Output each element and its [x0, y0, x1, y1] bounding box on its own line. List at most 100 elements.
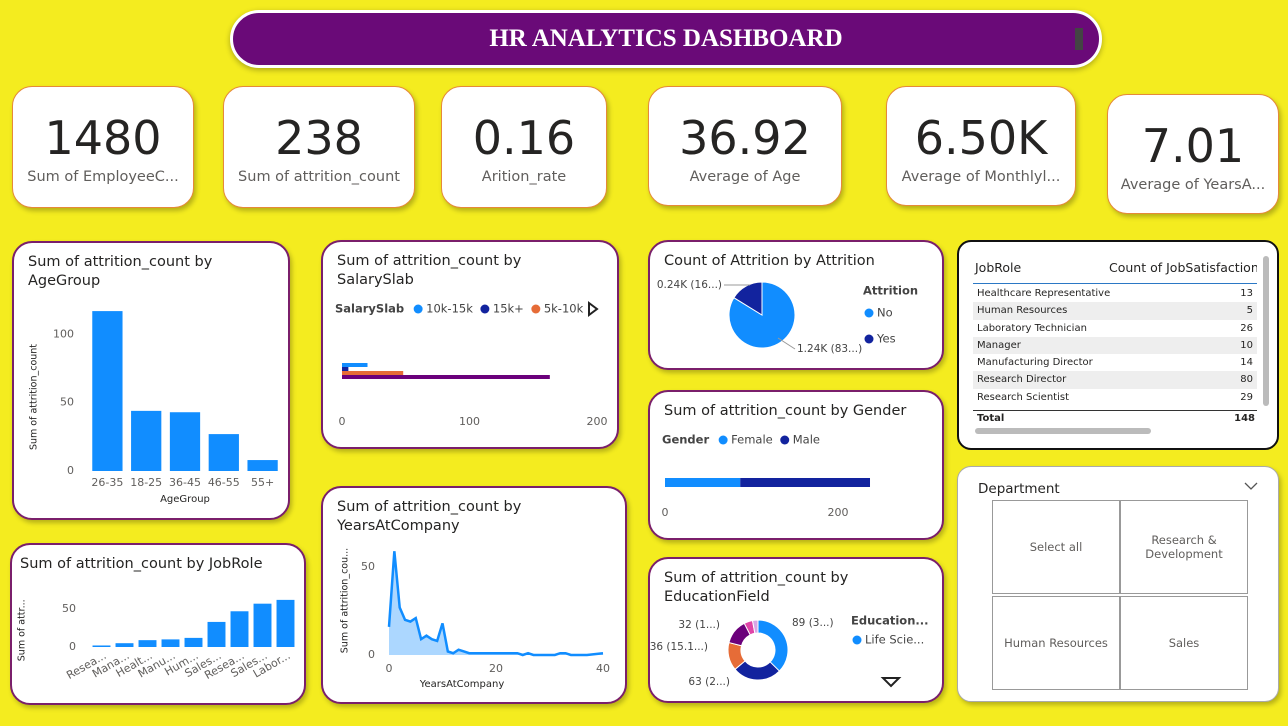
x-axis-title: AgeGroup [160, 494, 210, 505]
chart-title: Sum of attrition_count by SalarySlab [337, 253, 522, 288]
table-row: Manager 10 [973, 336, 1257, 355]
table-cell: 13 [1240, 288, 1253, 299]
total-value: 148 [1234, 413, 1255, 424]
chart-card: Count of Attrition by Attrition 1.24K (83… [648, 240, 944, 370]
table-cell: Laboratory Technician [977, 322, 1087, 334]
slicer-option[interactable]: Sales [1120, 596, 1248, 690]
kpi-card: 0.16 Arition_rate [441, 86, 607, 208]
legend-title: Attrition [863, 284, 918, 298]
legend-label: Male [793, 433, 820, 447]
chart-title: Sum of attrition_count by Gender [664, 403, 907, 419]
table-cell: Manufacturing Director [977, 357, 1093, 369]
chart: 89 (3...) 63 (2...) 36 (15.1...) 32 (1...) E… [650, 614, 929, 689]
chart-title: Sum of attrition_count by EducationField [664, 570, 849, 605]
table-cell: Human Resources [977, 305, 1068, 317]
total-label: Total [977, 413, 1005, 424]
x-tick-label: 200 [828, 506, 849, 519]
bar [184, 637, 203, 647]
legend-swatch [413, 304, 423, 314]
legend-swatch [531, 304, 541, 314]
x-tick-label: 0 [339, 415, 346, 428]
chart-title: Sum of attrition_count by AgeGroup [28, 254, 213, 289]
bar [253, 603, 272, 647]
bar-segment [665, 478, 741, 487]
table-cell: Manager [977, 339, 1021, 351]
x-tick-label: 0 [662, 506, 669, 519]
y-tick-label: 100 [53, 327, 74, 340]
bar-segment [740, 478, 871, 487]
table-cell: 14 [1240, 357, 1253, 369]
legend-title: SalarySlab [335, 302, 404, 316]
table-cell: Healthcare Representative [977, 288, 1111, 299]
slicer-chevron[interactable] [1244, 481, 1258, 491]
donut-slice [757, 619, 789, 672]
kpi-value: 0.16 [472, 111, 576, 165]
header: HR ANALYTICS DASHBOARD [230, 10, 1102, 68]
kpi-value: 6.50K [914, 111, 1048, 165]
x-tick-label: 26-35 [91, 476, 123, 489]
kpi-card: 6.50K Average of Monthlyl... [886, 86, 1076, 206]
kpi-card: 7.01 Average of YearsA... [1107, 94, 1279, 214]
bar [161, 639, 180, 647]
v-scrollbar[interactable] [1263, 256, 1269, 406]
bar [208, 434, 239, 471]
slicer-title: Department [978, 481, 1060, 497]
kpi-label: Arition_rate [481, 169, 567, 185]
legend-swatch [780, 435, 790, 445]
legend-label: Yes [876, 332, 896, 346]
bar [342, 367, 349, 371]
kpi-label: Sum of EmployeeC... [27, 169, 179, 185]
slicer: Department Select all Research & Developm… [957, 466, 1279, 702]
slicer-option[interactable]: Human Resources [992, 596, 1120, 690]
table: JobRole Count of JobSatisfaction Healthc… [957, 240, 1279, 450]
y-tick-label: 0 [67, 464, 74, 477]
x-tick-label: 18-25 [130, 476, 162, 489]
legend-label: Life Scie... [865, 633, 924, 647]
x-tick-label: 200 [587, 415, 608, 428]
legend-label: 10k-15k [426, 302, 473, 316]
donut-slice [751, 619, 759, 634]
legend-next[interactable] [880, 677, 902, 688]
table-cell: Research Director [977, 374, 1067, 386]
legend-title: Gender [662, 433, 709, 447]
data-label: 32 (1...) [678, 619, 720, 631]
table-header: Count of JobSatisfaction [1109, 260, 1257, 275]
kpi-label: Average of Age [689, 169, 801, 185]
x-tick-label: 100 [459, 415, 480, 428]
table-cell: 5 [1246, 305, 1253, 317]
slicer-option[interactable]: Research & Development [1120, 500, 1248, 594]
kpi-card: 1480 Sum of EmployeeC... [12, 86, 194, 208]
legend-swatch [480, 304, 490, 314]
table-row: Human Resources 5 [973, 302, 1257, 320]
chart: 0 50 0 20 40 Sum of attrition_cou... YearsAtCo… [340, 548, 611, 690]
legend-next[interactable] [588, 301, 599, 317]
data-label: 36 (15.1...) [650, 641, 708, 653]
total-rule [973, 410, 1257, 411]
table-row: Research Director 80 [973, 371, 1257, 389]
bar [342, 363, 368, 367]
bar [169, 412, 201, 471]
data-label: 1.24K (83...) [797, 343, 862, 355]
leader-line [777, 337, 796, 350]
chart-card: Sum of attrition_count by YearsAtCompany… [321, 486, 627, 704]
x-tick-label: 20 [489, 662, 503, 675]
legend-label: 5k-10k [544, 302, 584, 316]
x-axis-title: YearsAtCompany [419, 679, 505, 690]
kpi-value: 7.01 [1141, 119, 1245, 173]
h-scrollbar[interactable] [975, 428, 1151, 434]
chart: 0 200 Gender Female Male [662, 433, 871, 519]
x-tick-label: 40 [596, 662, 610, 675]
chart-card: Sum of attrition_count by JobRole 0 50 Rese… [10, 543, 306, 705]
bar [230, 611, 249, 647]
kpi-value: 1480 [44, 111, 162, 165]
y-tick-label: 50 [62, 602, 76, 615]
legend-title: Education... [851, 614, 929, 628]
bar [92, 645, 111, 647]
x-tick-label: 0 [386, 662, 393, 675]
legend-swatch [852, 635, 862, 645]
table-row: Healthcare Representative 13 [973, 285, 1257, 303]
bar [138, 640, 157, 647]
chart: 0 50 100 26-35 18-25 36-45 46-55 55+ Sum of attr… [29, 311, 278, 505]
slicer-option[interactable]: Select all [992, 500, 1120, 594]
kpi-card: 36.92 Average of Age [648, 86, 842, 206]
